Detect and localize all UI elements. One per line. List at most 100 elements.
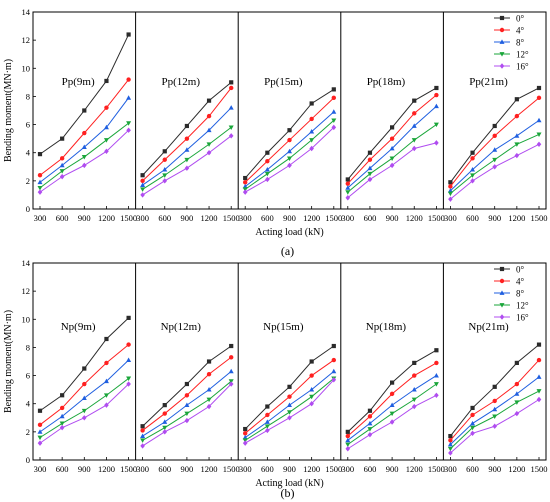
data-point bbox=[103, 393, 109, 398]
x-tick-label: 600 bbox=[364, 213, 377, 223]
x-axis-label: Acting load (kN) bbox=[255, 478, 323, 489]
panel-pp12m: 300 600 900 1200 1500 Pp(12m) bbox=[135, 12, 240, 223]
data-point bbox=[162, 157, 167, 162]
data-point bbox=[104, 78, 109, 84]
legend-marker bbox=[499, 15, 505, 21]
y-tick-label: 0 bbox=[26, 455, 30, 465]
x-tick-label: 1500 bbox=[428, 213, 445, 223]
data-point bbox=[60, 393, 65, 398]
data-point bbox=[390, 125, 395, 130]
x-tick-label: 900 bbox=[386, 213, 399, 223]
data-point bbox=[390, 380, 395, 385]
data-point bbox=[242, 434, 248, 440]
data-point bbox=[287, 162, 292, 169]
data-point bbox=[126, 357, 132, 362]
data-point bbox=[447, 441, 453, 447]
data-point bbox=[367, 157, 373, 162]
data-point bbox=[81, 144, 87, 149]
x-tick-label: 300 bbox=[136, 213, 149, 223]
data-point bbox=[206, 371, 212, 377]
data-point bbox=[37, 185, 43, 191]
panel-title: Np(15m) bbox=[263, 321, 304, 333]
data-point bbox=[411, 397, 417, 403]
data-point bbox=[309, 359, 314, 364]
legend-label: 0° bbox=[516, 265, 525, 275]
series-line-4 bbox=[39, 129, 129, 193]
data-point bbox=[82, 130, 87, 136]
data-point bbox=[265, 404, 270, 409]
legend: 0° 4° 8° 12° 16° bbox=[494, 265, 529, 323]
data-point bbox=[243, 426, 248, 432]
data-point bbox=[140, 438, 146, 443]
data-point bbox=[492, 133, 497, 139]
legend-marker bbox=[499, 52, 505, 57]
y-tick-label: 14 bbox=[22, 258, 31, 268]
data-point bbox=[104, 360, 109, 366]
data-point bbox=[287, 415, 292, 421]
data-point bbox=[412, 360, 417, 366]
data-point bbox=[309, 394, 315, 400]
data-point bbox=[367, 431, 373, 438]
data-point bbox=[126, 121, 132, 126]
panel-title: Np(12m) bbox=[161, 321, 202, 333]
data-point bbox=[287, 137, 292, 143]
y-axis-label: Bending moment(MN·m) bbox=[3, 310, 14, 413]
y-tick-label: 12 bbox=[22, 35, 31, 45]
plot-frame bbox=[32, 11, 547, 210]
data-point bbox=[287, 148, 292, 154]
data-point bbox=[162, 425, 168, 431]
legend: 0° 4° 8° 12° 16° bbox=[494, 14, 529, 72]
series-line-4 bbox=[39, 383, 129, 444]
x-tick-label: 1500 bbox=[325, 464, 342, 474]
data-point bbox=[81, 408, 87, 414]
x-tick-label: 900 bbox=[283, 213, 296, 223]
data-point bbox=[229, 355, 234, 360]
data-point bbox=[229, 343, 234, 349]
data-point bbox=[345, 437, 351, 443]
legend-label: 16° bbox=[516, 313, 529, 323]
data-point bbox=[287, 402, 292, 408]
x-tick-label: 900 bbox=[283, 464, 296, 474]
data-point bbox=[206, 98, 212, 103]
data-point bbox=[140, 182, 146, 187]
data-point bbox=[287, 128, 292, 133]
data-point bbox=[37, 179, 43, 185]
data-point bbox=[287, 410, 292, 415]
data-point bbox=[434, 85, 439, 91]
data-point bbox=[536, 117, 542, 123]
y-tick-label: 8 bbox=[26, 342, 30, 352]
data-point bbox=[514, 410, 520, 417]
x-tick-label: 1500 bbox=[531, 213, 548, 223]
data-point bbox=[59, 405, 65, 411]
x-tick-label: 300 bbox=[34, 464, 47, 474]
data-point bbox=[162, 167, 168, 172]
data-point bbox=[448, 180, 453, 185]
panel-title: Np(21m) bbox=[468, 321, 509, 333]
x-tick-label: 1200 bbox=[201, 213, 218, 223]
panel-pp18m: 300 600 900 1200 1500 Pp(18m) bbox=[340, 12, 445, 223]
x-tick-label: 1500 bbox=[120, 213, 137, 223]
x-tick-label: 300 bbox=[136, 464, 149, 474]
data-point bbox=[162, 429, 168, 435]
x-tick-label: 1200 bbox=[303, 213, 320, 223]
data-point bbox=[536, 389, 542, 394]
data-point bbox=[59, 156, 65, 161]
figure-a: 0 2 4 6 8 10 12 14 Bending moment(MN·m) 300 600 900… bbox=[3, 7, 548, 258]
data-point bbox=[162, 419, 168, 424]
y-tick-label: 4 bbox=[26, 148, 31, 158]
data-point bbox=[345, 442, 351, 448]
data-point bbox=[59, 162, 65, 168]
panel-pp15m: 300 600 900 1200 1500 Pp(15m) bbox=[237, 12, 342, 223]
x-tick-label: 900 bbox=[181, 464, 194, 474]
series-line-2 bbox=[347, 375, 437, 441]
legend-label: 16° bbox=[516, 62, 529, 72]
data-point bbox=[536, 396, 542, 403]
data-point bbox=[265, 150, 270, 155]
data-point bbox=[140, 428, 145, 433]
legend-label: 4° bbox=[516, 277, 525, 287]
panel-np9m: 300 600 900 1200 1500 Np(9m) bbox=[34, 315, 137, 474]
data-point bbox=[287, 394, 292, 399]
data-point bbox=[140, 178, 145, 184]
data-point bbox=[104, 148, 109, 155]
